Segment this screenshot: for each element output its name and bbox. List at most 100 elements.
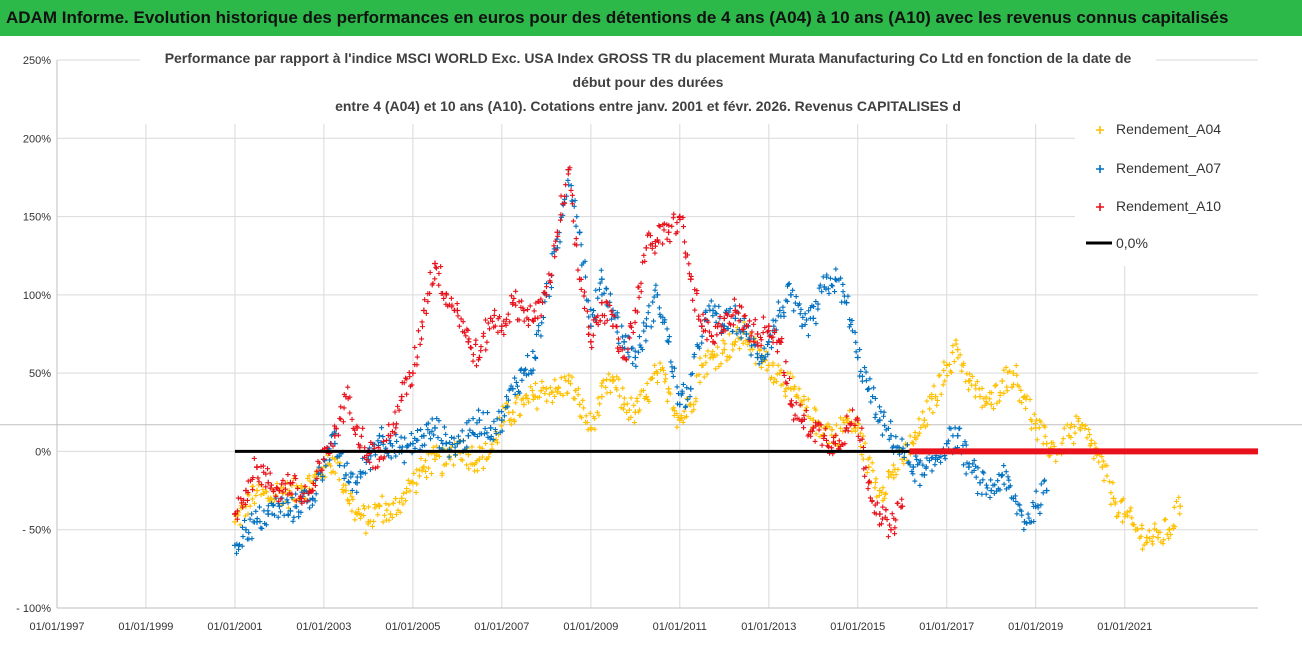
data-point <box>290 480 296 486</box>
data-point <box>772 327 778 333</box>
data-point <box>560 392 566 398</box>
data-point <box>674 220 680 226</box>
data-point <box>660 241 666 247</box>
data-point <box>480 454 486 460</box>
data-point <box>639 347 645 353</box>
data-point <box>311 474 317 480</box>
data-point <box>643 323 650 330</box>
data-point <box>516 299 522 305</box>
data-point <box>562 200 568 206</box>
data-point <box>1088 437 1094 443</box>
data-point <box>650 299 656 305</box>
data-point <box>428 471 434 477</box>
data-point <box>1071 441 1077 447</box>
data-point <box>994 400 1000 406</box>
data-point <box>938 391 944 397</box>
data-point <box>441 424 447 430</box>
data-point <box>759 353 765 359</box>
data-point <box>346 501 352 507</box>
data-point <box>1019 512 1025 518</box>
data-point <box>637 407 643 413</box>
data-point <box>375 464 381 470</box>
data-point <box>869 460 875 466</box>
data-point <box>977 479 984 486</box>
data-point <box>880 504 886 510</box>
data-point <box>1173 498 1179 504</box>
data-point <box>692 307 698 313</box>
data-point <box>305 498 311 504</box>
data-point <box>375 512 381 518</box>
data-point <box>1150 541 1156 547</box>
data-point <box>899 503 906 510</box>
data-point <box>388 455 394 461</box>
data-point <box>797 402 803 408</box>
data-point <box>470 416 476 422</box>
data-point <box>263 522 269 528</box>
data-point <box>736 318 742 324</box>
data-point <box>785 385 791 391</box>
data-point <box>562 193 568 199</box>
data-point <box>364 457 370 463</box>
data-point <box>497 314 503 320</box>
data-point <box>425 299 431 305</box>
data-point <box>1013 498 1019 504</box>
data-point <box>1068 421 1074 427</box>
data-point <box>250 475 256 481</box>
data-point <box>763 349 769 355</box>
data-point <box>464 444 470 450</box>
data-point <box>543 385 550 392</box>
data-point <box>934 402 940 408</box>
data-point <box>231 518 238 525</box>
data-point <box>975 491 981 497</box>
data-point <box>606 371 612 377</box>
data-point <box>963 379 969 385</box>
data-point <box>533 355 539 361</box>
data-point <box>280 489 286 495</box>
data-point <box>1014 511 1020 517</box>
data-point <box>607 291 613 297</box>
data-point <box>288 481 294 487</box>
data-point <box>1166 535 1172 541</box>
data-point <box>817 434 823 440</box>
data-point <box>812 438 818 444</box>
data-point <box>1005 474 1011 480</box>
data-point <box>874 500 880 506</box>
data-point <box>1167 526 1173 532</box>
data-point <box>826 444 832 450</box>
data-point <box>801 394 807 400</box>
data-point <box>584 308 590 314</box>
data-point <box>628 324 634 330</box>
data-point <box>858 368 864 374</box>
data-point <box>793 400 799 406</box>
data-point <box>543 284 549 290</box>
data-point <box>1163 516 1169 522</box>
data-point <box>605 300 611 306</box>
data-point <box>863 465 869 471</box>
data-point <box>364 452 370 458</box>
data-point <box>912 478 918 484</box>
data-point <box>649 245 655 251</box>
data-point <box>405 477 411 483</box>
data-point <box>662 379 668 385</box>
data-point <box>869 498 875 504</box>
data-point <box>578 276 584 282</box>
data-point <box>904 442 910 448</box>
data-point <box>664 398 670 404</box>
data-point <box>716 321 722 327</box>
data-point <box>943 362 950 369</box>
data-point <box>427 269 433 275</box>
data-point <box>294 504 300 510</box>
data-point <box>268 495 274 501</box>
data-point <box>296 514 302 520</box>
x-tick-label: 01/01/1997 <box>29 621 84 633</box>
data-point <box>1073 413 1079 419</box>
data-point <box>398 495 405 502</box>
page-banner: ADAM Informe. Evolution historique des p… <box>0 0 1302 36</box>
data-point <box>327 457 333 463</box>
data-point <box>811 304 817 310</box>
data-point <box>483 347 489 353</box>
y-tick-label: 250% <box>23 55 51 67</box>
data-point <box>680 381 686 387</box>
data-point <box>312 483 318 489</box>
data-point <box>615 314 621 320</box>
